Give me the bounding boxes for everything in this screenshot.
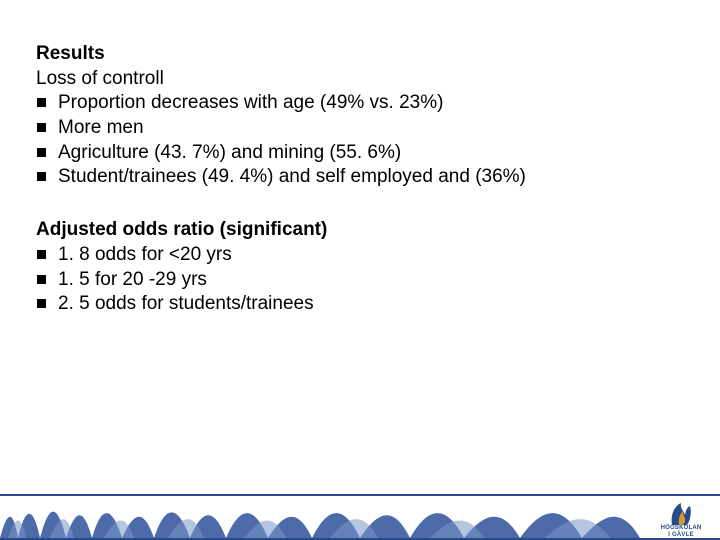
list-item: Student/trainees (49. 4%) and self emplo… (36, 165, 684, 190)
section1-heading: Results (36, 42, 684, 67)
slide-footer: HÖGSKOLAN I GÄVLE (0, 494, 720, 540)
section1-bullet-list: Proportion decreases with age (49% vs. 2… (36, 91, 684, 190)
logo-text-line1: HÖGSKOLAN (661, 525, 702, 531)
university-logo: HÖGSKOLAN I GÄVLE (652, 496, 710, 538)
section1-subheading: Loss of controll (36, 67, 684, 92)
list-item: More men (36, 116, 684, 141)
logo-text: HÖGSKOLAN I GÄVLE (661, 525, 702, 538)
footer-band: HÖGSKOLAN I GÄVLE (0, 494, 720, 540)
list-item: Proportion decreases with age (49% vs. 2… (36, 91, 684, 116)
slide-content: Results Loss of controll Proportion decr… (36, 42, 684, 317)
list-item: Agriculture (43. 7%) and mining (55. 6%) (36, 141, 684, 166)
list-item: 1. 5 for 20 -29 yrs (36, 268, 684, 293)
section2-heading: Adjusted odds ratio (significant) (36, 218, 684, 243)
section2-bullet-list: 1. 8 odds for <20 yrs 1. 5 for 20 -29 yr… (36, 243, 684, 317)
section-gap (36, 190, 684, 218)
list-item: 1. 8 odds for <20 yrs (36, 243, 684, 268)
list-item: 2. 5 odds for students/trainees (36, 292, 684, 317)
flame-pattern-icon (0, 496, 640, 538)
slide: Results Loss of controll Proportion decr… (0, 0, 720, 540)
logo-flame-icon (666, 503, 696, 525)
